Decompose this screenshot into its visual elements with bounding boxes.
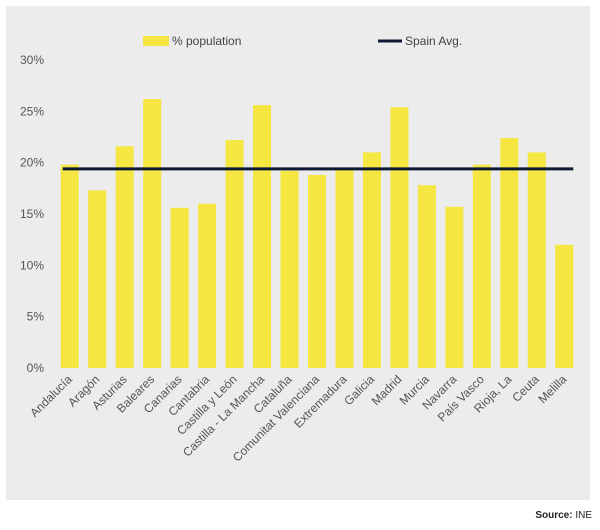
y-tick-label: 15% xyxy=(20,207,44,221)
bar xyxy=(390,107,409,368)
bar xyxy=(500,138,519,368)
y-tick-label: 25% xyxy=(20,104,44,118)
source-label: Source: xyxy=(535,510,573,521)
bars-group xyxy=(60,99,574,368)
bar xyxy=(88,190,107,368)
x-tick-label: Melilla xyxy=(535,372,569,406)
legend-label-spain-avg: Spain Avg. xyxy=(405,34,462,48)
bar xyxy=(60,164,79,368)
y-tick-label: 10% xyxy=(20,258,44,272)
bar xyxy=(143,99,162,368)
bar xyxy=(445,206,464,368)
bar xyxy=(362,152,381,368)
legend-label-population: % population xyxy=(172,34,241,48)
bar xyxy=(527,152,546,368)
bar xyxy=(170,207,189,368)
chart-panel: 0% 5% 10% 15% 20% 25% 30% Andalucía Aragón Astur… xyxy=(6,6,590,500)
bar xyxy=(472,164,491,368)
y-tick-label: 20% xyxy=(20,156,44,170)
source-value: INE xyxy=(575,510,592,521)
bar xyxy=(308,174,326,368)
bar xyxy=(225,140,244,368)
y-tick-label: 0% xyxy=(27,361,45,375)
y-tick-label: 5% xyxy=(27,310,45,324)
bar-chart: 0% 5% 10% 15% 20% 25% 30% AndalucíaAragónAstur… xyxy=(20,34,574,465)
bar xyxy=(417,185,436,368)
bar xyxy=(335,169,354,368)
source-note: Source: INE xyxy=(535,510,592,521)
x-tick-label: Madrid xyxy=(369,372,405,408)
bar xyxy=(555,244,574,368)
y-axis: 0% 5% 10% 15% 20% 25% 30% xyxy=(20,53,44,375)
x-tick-label: Ceuta xyxy=(509,372,542,405)
bar xyxy=(115,146,134,368)
bar xyxy=(280,170,299,368)
bar xyxy=(253,105,272,368)
y-tick-label: 30% xyxy=(20,53,44,67)
x-axis: AndalucíaAragónAsturiasBalearesCanariasC… xyxy=(27,372,569,465)
legend: % population Spain Avg. xyxy=(143,34,462,48)
legend-swatch-population xyxy=(143,36,169,46)
bar xyxy=(198,203,217,368)
